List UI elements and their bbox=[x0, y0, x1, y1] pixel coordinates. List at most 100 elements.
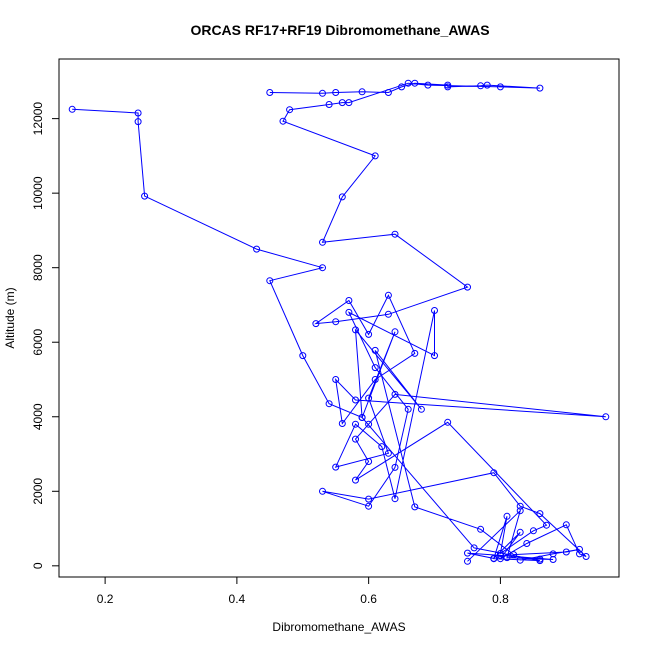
data-point bbox=[582, 553, 590, 560]
data-point bbox=[365, 330, 373, 338]
data-point bbox=[338, 99, 346, 107]
data-point bbox=[391, 463, 399, 471]
y-tick-label: 10000 bbox=[31, 176, 45, 210]
data-point bbox=[352, 326, 359, 334]
data-point bbox=[536, 510, 544, 518]
data-point bbox=[404, 405, 412, 413]
data-point bbox=[536, 84, 544, 92]
data-point bbox=[352, 435, 359, 443]
data-point bbox=[332, 89, 340, 96]
data-point bbox=[391, 328, 399, 336]
data-point bbox=[325, 400, 333, 408]
data-point bbox=[134, 109, 142, 117]
data-point bbox=[266, 89, 274, 96]
data-point bbox=[384, 291, 392, 299]
data-point bbox=[503, 512, 511, 520]
data-point bbox=[391, 495, 399, 503]
data-point bbox=[352, 420, 359, 428]
y-tick-label: 8000 bbox=[31, 254, 45, 281]
y-axis-label: Altitude (m) bbox=[3, 287, 17, 348]
data-point bbox=[424, 81, 432, 89]
data-point bbox=[325, 101, 333, 108]
data-point bbox=[352, 476, 359, 484]
data-point bbox=[279, 117, 287, 125]
data-point bbox=[404, 79, 412, 87]
x-tick-label: 0.6 bbox=[360, 592, 377, 606]
data-point bbox=[391, 390, 399, 398]
y-axis: 0 2000 4000 6000 8000 10000 12000 bbox=[31, 102, 59, 569]
data-point bbox=[516, 556, 524, 564]
chart-title: ORCAS RF17+RF19 Dibromomethane_AWAS bbox=[190, 22, 489, 38]
x-tick-label: 0.4 bbox=[229, 592, 246, 606]
y-tick-label: 2000 bbox=[31, 478, 45, 505]
data-point bbox=[286, 106, 294, 114]
data-point bbox=[266, 277, 274, 285]
data-point bbox=[477, 82, 485, 90]
series-layer bbox=[68, 79, 610, 565]
data-point bbox=[352, 396, 359, 404]
data-point bbox=[562, 548, 570, 556]
data-point bbox=[543, 521, 550, 529]
data-point bbox=[365, 495, 373, 503]
data-point bbox=[431, 307, 438, 314]
data-point bbox=[470, 544, 478, 552]
x-tick-label: 0.2 bbox=[97, 592, 114, 606]
series-line-1 bbox=[72, 108, 587, 562]
data-point bbox=[371, 346, 379, 354]
data-point bbox=[365, 458, 373, 465]
data-point bbox=[345, 308, 353, 316]
x-tick-label: 0.8 bbox=[492, 592, 509, 606]
data-point bbox=[536, 557, 544, 565]
data-point bbox=[516, 507, 524, 515]
data-point bbox=[365, 420, 373, 428]
data-point bbox=[496, 550, 504, 557]
data-point bbox=[319, 264, 326, 272]
data-point bbox=[516, 502, 524, 510]
data-point bbox=[529, 527, 537, 535]
data-point bbox=[68, 105, 76, 113]
data-point bbox=[371, 364, 379, 372]
data-point bbox=[332, 376, 340, 383]
data-point bbox=[378, 443, 386, 451]
data-point bbox=[384, 310, 392, 318]
data-point bbox=[345, 99, 353, 107]
data-point bbox=[444, 83, 452, 91]
data-point bbox=[253, 245, 261, 253]
series-line-2 bbox=[269, 82, 606, 562]
data-point bbox=[398, 83, 406, 91]
y-tick-label: 0 bbox=[31, 562, 45, 569]
data-point bbox=[319, 487, 326, 495]
data-point bbox=[134, 118, 142, 126]
x-axis-label: Dibromomethane_AWAS bbox=[272, 620, 405, 634]
data-point bbox=[602, 413, 610, 421]
data-point bbox=[523, 540, 531, 547]
data-point bbox=[576, 550, 583, 558]
x-axis: 0.2 0.4 0.6 0.8 bbox=[97, 577, 509, 606]
data-point bbox=[332, 318, 340, 326]
data-point bbox=[549, 550, 557, 558]
data-point bbox=[299, 352, 307, 360]
data-point bbox=[496, 83, 504, 91]
data-point bbox=[444, 418, 452, 426]
data-point bbox=[417, 405, 425, 413]
y-tick-label: 12000 bbox=[31, 102, 45, 136]
data-point bbox=[384, 89, 392, 96]
data-point bbox=[391, 230, 399, 238]
data-point bbox=[464, 557, 471, 565]
y-tick-label: 4000 bbox=[31, 403, 45, 430]
data-point bbox=[516, 528, 524, 536]
data-point bbox=[338, 193, 346, 201]
data-point bbox=[464, 283, 471, 291]
data-point bbox=[411, 349, 419, 357]
plot-frame bbox=[58, 58, 620, 578]
data-point bbox=[358, 88, 366, 96]
data-point bbox=[483, 81, 491, 89]
data-point bbox=[431, 352, 438, 360]
data-point bbox=[477, 525, 485, 533]
data-point bbox=[332, 463, 340, 471]
data-point bbox=[345, 297, 353, 304]
data-point bbox=[371, 152, 379, 160]
data-point bbox=[365, 502, 373, 510]
data-point bbox=[319, 238, 326, 246]
